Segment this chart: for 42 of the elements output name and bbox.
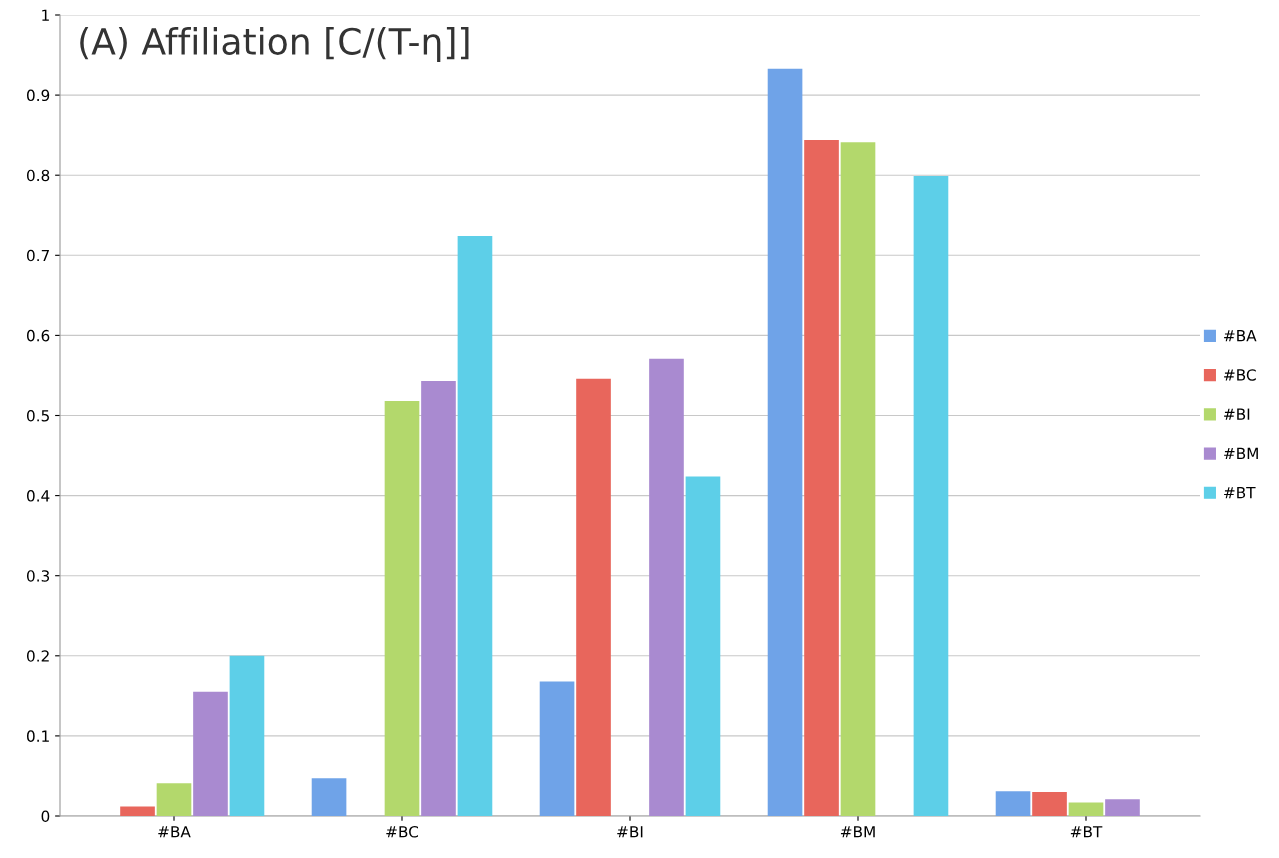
bar [311, 778, 347, 816]
bar [913, 176, 949, 816]
bar [767, 68, 803, 816]
legend-label: #BI [1224, 408, 1250, 420]
bar [457, 236, 493, 816]
bar [539, 681, 575, 816]
legend-label: #BA [1224, 330, 1257, 342]
bar [384, 401, 420, 816]
bar [120, 806, 155, 816]
x-tick-label: #BT [1070, 826, 1103, 838]
chart-title: (A) Affiliation [C/(T-η]] [80, 27, 469, 62]
bar [156, 783, 192, 816]
y-tick-label: 0.3 [26, 570, 50, 582]
y-tick-label: 0.9 [26, 89, 50, 102]
bar [995, 791, 1031, 816]
y-tick-label: 0.6 [26, 329, 50, 342]
y-tick-label: 0.4 [26, 490, 50, 502]
y-tick-label: 1 [42, 9, 49, 21]
x-tick-label: #BC [386, 825, 419, 838]
x-tick-label: #BI [617, 826, 643, 838]
bar [421, 381, 456, 816]
y-tick-label: 0.2 [26, 650, 49, 662]
bar [840, 142, 876, 816]
x-tick-label: #BA [158, 826, 191, 838]
legend-label: #BT [1224, 487, 1256, 499]
y-tick-label: 0.8 [26, 169, 50, 182]
x-tick-label: #BM [840, 826, 875, 838]
y-tick-label: 0.5 [26, 409, 49, 422]
bar [229, 655, 265, 816]
bar [1105, 799, 1140, 816]
y-tick-label: 0.1 [26, 730, 49, 742]
bar [576, 378, 611, 816]
legend-label: #BC [1224, 369, 1256, 381]
bar [1032, 791, 1067, 816]
legend-label: #BM [1224, 447, 1258, 459]
bar [685, 476, 721, 816]
bar [1068, 802, 1104, 816]
y-tick-label: 0 [41, 810, 50, 823]
bar [804, 139, 839, 816]
bar [193, 691, 228, 816]
bar [649, 358, 684, 816]
y-tick-label: 0.7 [26, 249, 49, 262]
